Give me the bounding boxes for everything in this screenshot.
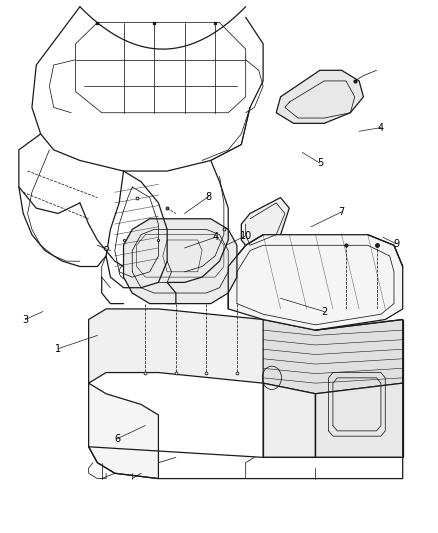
Polygon shape (315, 383, 402, 457)
Text: 3: 3 (22, 314, 28, 325)
Polygon shape (228, 235, 402, 330)
Text: 4: 4 (377, 123, 383, 133)
Polygon shape (262, 319, 402, 394)
Text: 9: 9 (392, 239, 398, 249)
Polygon shape (123, 219, 237, 304)
Polygon shape (241, 198, 289, 251)
Text: 10: 10 (239, 231, 251, 241)
Text: 2: 2 (320, 306, 327, 317)
Text: 5: 5 (316, 158, 322, 168)
Polygon shape (262, 383, 315, 457)
Polygon shape (88, 309, 315, 394)
Text: 8: 8 (205, 191, 211, 201)
Polygon shape (88, 383, 158, 479)
Text: 4: 4 (212, 232, 218, 243)
Text: 1: 1 (55, 344, 61, 354)
Text: 6: 6 (114, 434, 120, 444)
Polygon shape (276, 70, 363, 123)
Text: 7: 7 (338, 207, 344, 217)
